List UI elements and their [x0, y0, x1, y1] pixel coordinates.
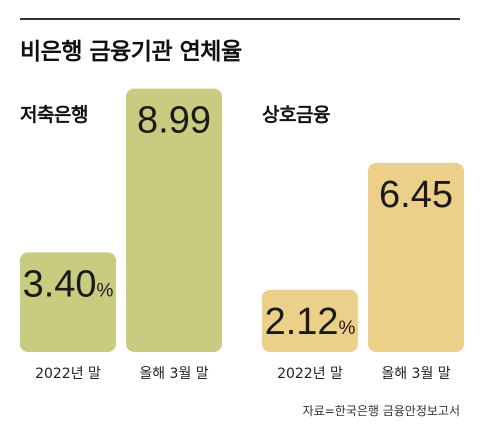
- x-tick-label-g1-b0: 2022년 말: [277, 366, 343, 382]
- x-tick-label-g0-b1: 올해 3월 말: [139, 366, 208, 382]
- group-label-savings-banks: 저축은행: [20, 104, 88, 126]
- bar-g0-b1: [126, 88, 222, 352]
- x-tick-label-g1-b1: 올해 3월 말: [381, 366, 450, 382]
- top-rule: [20, 18, 460, 20]
- data-label-g0-b0: 3.40%: [23, 263, 114, 305]
- bar-chart: 3.40% 2022년 말 8.99 올해 3월 말 2.12% 2022년 말 6.45 올…: [20, 88, 464, 382]
- bar-g0-b0: [20, 252, 116, 352]
- x-tick-label-g0-b0: 2022년 말: [35, 366, 101, 382]
- chart-title: 비은행 금융기관 연체율: [20, 39, 242, 65]
- data-label-g0-b1: 8.99: [137, 100, 211, 142]
- source-note: 자료=한국은행 금융안정보고서: [302, 404, 460, 418]
- group-label-mutual-finance: 상호금융: [262, 104, 330, 126]
- data-label-g1-b1: 6.45: [379, 174, 453, 216]
- bar-g1-b0: [262, 289, 358, 352]
- bar-g1-b1: [368, 163, 464, 352]
- data-label-g1-b0: 2.12%: [265, 301, 356, 343]
